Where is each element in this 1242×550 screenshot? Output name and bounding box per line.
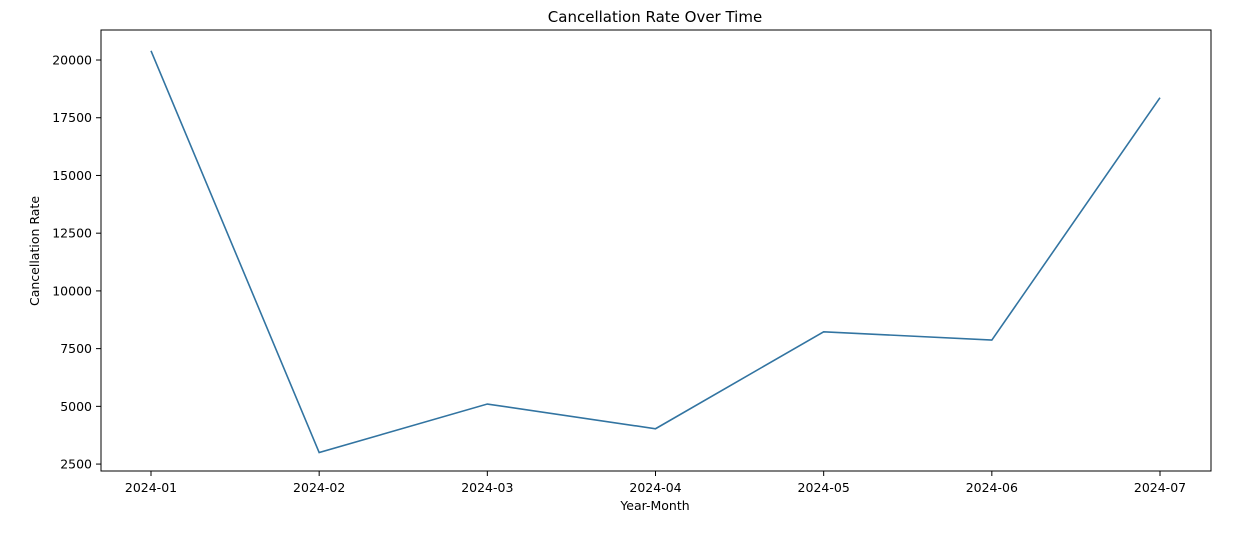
y-tick-label: 5000 xyxy=(60,399,92,414)
x-tick-label: 2024-03 xyxy=(461,480,513,495)
x-tick-label: 2024-04 xyxy=(629,480,681,495)
chart-title: Cancellation Rate Over Time xyxy=(548,8,762,26)
y-tick-label: 20000 xyxy=(52,53,92,68)
x-tick-label: 2024-01 xyxy=(125,480,177,495)
plot-frame xyxy=(100,29,1212,472)
y-axis-ticks: 2500 5000 7500 10000 12500 15000 17500 20000 xyxy=(52,53,101,472)
x-tick-label: 2024-07 xyxy=(1134,480,1186,495)
y-tick-label: 17500 xyxy=(52,110,92,125)
x-tick-label: 2024-06 xyxy=(966,480,1018,495)
y-tick-label: 12500 xyxy=(52,226,92,241)
y-axis-label: Cancellation Rate xyxy=(27,196,42,306)
y-tick-label: 7500 xyxy=(60,341,92,356)
y-tick-label: 2500 xyxy=(60,457,92,472)
x-tick-label: 2024-05 xyxy=(798,480,850,495)
x-axis-ticks: 2024-01 2024-02 2024-03 2024-04 2024-05 2024-… xyxy=(125,471,1186,495)
x-axis-label: Year-Month xyxy=(619,498,689,513)
y-tick-label: 15000 xyxy=(52,168,92,183)
y-tick-label: 10000 xyxy=(52,283,92,298)
x-tick-label: 2024-02 xyxy=(293,480,345,495)
series-line xyxy=(150,50,1161,454)
